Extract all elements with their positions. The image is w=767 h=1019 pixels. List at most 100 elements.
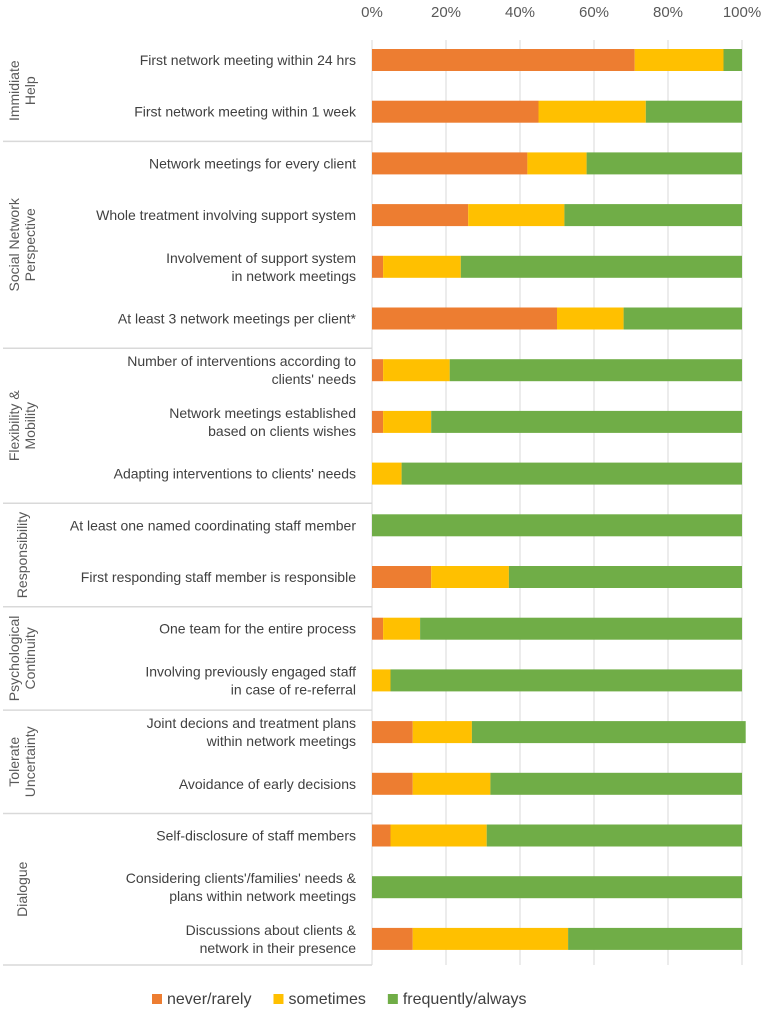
bar-segment-never-rarely [372, 359, 384, 382]
category-label-line: Adapting interventions to clients' needs [114, 466, 356, 482]
category-label-line: Considering clients'/families' needs & [126, 870, 357, 886]
category-label: One team for the entire process [159, 621, 356, 637]
bar-segment-sometimes [527, 152, 587, 175]
category-label-line: Network meetings for every client [149, 155, 356, 171]
category-label: Involvement of support system in network … [166, 250, 356, 284]
bar-segment-sometimes [372, 462, 402, 485]
group-label-line: Dialogue [14, 861, 30, 916]
category-label: First network meeting within 1 week [134, 104, 357, 120]
category-label: Whole treatment involving support system [96, 207, 356, 223]
x-tick-label: 60% [579, 4, 609, 21]
group-label: Social NetworkPerspective [6, 197, 38, 291]
bar-segment-sometimes [412, 721, 472, 744]
bar-segment-frequently-always [449, 359, 742, 382]
category-label-line: First network meeting within 24 hrs [140, 52, 356, 68]
category-label-line: Involving previously engaged staff [145, 663, 356, 679]
bar-segment-frequently-always [564, 204, 742, 227]
legend-swatch [273, 994, 284, 1004]
category-label-line: Self-disclosure of staff members [156, 828, 356, 844]
legend-swatch [152, 994, 162, 1004]
group-label: TolerateUncertainty [6, 726, 38, 797]
bar-segment-sometimes [383, 410, 432, 433]
x-tick-label: 100% [723, 4, 761, 21]
group-label-line: Social Network [6, 197, 22, 291]
category-label-line: in network meetings [231, 268, 356, 284]
bar-segment-frequently-always [460, 255, 742, 278]
bar-segment-sometimes [431, 566, 509, 588]
category-label-line: Network meetings established [169, 405, 356, 421]
x-tick-label: 20% [431, 4, 461, 21]
group-label-line: Flexibility & [6, 390, 22, 461]
legend-label: never/rarely [167, 991, 251, 1008]
bar-segment-sometimes [383, 255, 461, 278]
bar-segment-never-rarely [372, 617, 384, 640]
category-label-line: Number of interventions according to [127, 353, 356, 369]
bar-segment-sometimes [390, 824, 487, 847]
x-tick-label: 40% [505, 4, 535, 21]
category-label-line: One team for the entire process [159, 621, 356, 637]
category-label-line: At least one named coordinating staff me… [70, 517, 356, 533]
category-label-line: in case of re-referral [231, 681, 356, 697]
bar-segment-frequently-always [420, 617, 742, 640]
x-tick-label: 80% [653, 4, 683, 21]
category-label: At least one named coordinating staff me… [70, 517, 356, 533]
bar-segment-frequently-always [586, 152, 742, 175]
bar-segment-sometimes [383, 359, 450, 382]
group-label-line: Continuity [22, 627, 38, 689]
category-label: Discussions about clients & network in th… [186, 922, 357, 956]
category-label-line: based on clients wishes [208, 423, 356, 439]
bar-segment-frequently-always [431, 410, 742, 433]
group-label: Dialogue [14, 861, 30, 916]
bar-segment-sometimes [557, 307, 624, 330]
category-label: Joint decions and treatment plans within … [147, 715, 356, 749]
group-label-line: Immidiate [6, 60, 22, 121]
bar-segment-never-rarely [372, 49, 635, 71]
group-label-line: Perspective [22, 208, 38, 281]
category-label-line: Whole treatment involving support system [96, 207, 356, 223]
category-labels: First network meeting within 24 hrs First… [70, 52, 357, 956]
bar-segment-frequently-always [471, 721, 746, 744]
category-label-line: within network meetings [206, 733, 356, 749]
bar-segment-never-rarely [372, 566, 432, 588]
bar-segment-never-rarely [372, 100, 539, 123]
category-label: Number of interventions according to clie… [127, 353, 356, 387]
bar-segment-never-rarely [372, 772, 413, 795]
legend: never/rarely sometimes frequently/always [152, 991, 526, 1008]
group-label: Responsibility [14, 512, 30, 598]
category-label-line: network in their presence [200, 940, 357, 956]
bar-segment-never-rarely [372, 152, 528, 175]
group-label-line: Help [22, 76, 38, 105]
category-label: Involving previously engaged staff in cas… [145, 663, 356, 697]
category-label: Network meetings established based on cli… [169, 405, 356, 439]
bar-segment-frequently-always [390, 669, 742, 692]
bar-segment-never-rarely [372, 824, 391, 847]
category-label-line: clients' needs [272, 371, 356, 387]
bar-segment-never-rarely [372, 204, 469, 227]
x-axis-tick-labels: 0% 20% 40% 60% 80% 100% [361, 4, 761, 21]
bar-segment-frequently-always [372, 876, 742, 899]
group-label-line: Psychological [6, 616, 22, 702]
legend-swatch [387, 994, 398, 1004]
group-label: Flexibility &Mobility [6, 390, 38, 461]
bar-segment-never-rarely [372, 721, 413, 744]
category-label-line: Discussions about clients & [186, 922, 357, 938]
group-label-line: Tolerate [6, 737, 22, 787]
category-label: Avoidance of early decisions [179, 776, 356, 792]
group-label: PsychologicalContinuity [6, 616, 38, 702]
bar-segment-frequently-always [568, 927, 742, 950]
group-label: ImmidiateHelp [6, 60, 38, 121]
group-label-line: Responsibility [14, 512, 30, 598]
bar-segment-sometimes [412, 772, 491, 795]
bar-segment-frequently-always [401, 462, 742, 485]
category-label: Network meetings for every client [149, 155, 356, 171]
group-dividers [3, 40, 373, 966]
category-label: Adapting interventions to clients' needs [114, 466, 356, 482]
category-label-line: Avoidance of early decisions [179, 776, 356, 792]
bar-segment-never-rarely [372, 927, 413, 950]
bar-segment-frequently-always [372, 514, 742, 537]
bar-segment-frequently-always [623, 307, 742, 330]
group-label-line: Uncertainty [22, 726, 38, 797]
category-label: First responding staff member is respons… [81, 569, 356, 585]
bar-segment-sometimes [468, 204, 565, 227]
bar-segment-sometimes [383, 617, 421, 640]
